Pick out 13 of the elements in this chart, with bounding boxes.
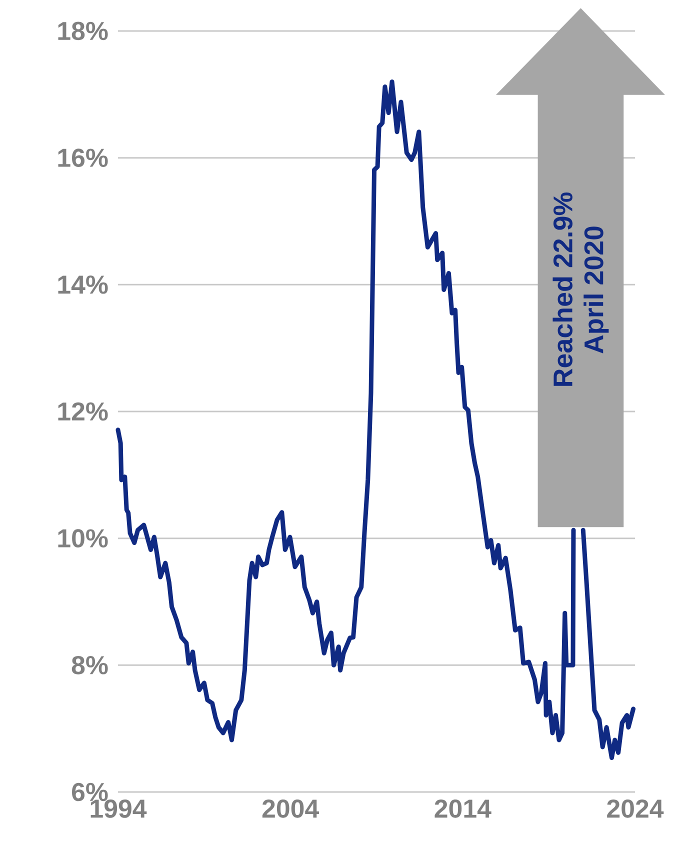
y-tick-label: 6%: [72, 782, 108, 802]
y-tick-label: 8%: [72, 656, 108, 674]
x-tick-label: 2014: [434, 800, 492, 818]
annotation: Reached 22.9%: [552, 192, 572, 386]
x-tick-label: 2024: [607, 800, 664, 818]
y-tick-label: 18%: [58, 22, 108, 40]
y-tick-label: 10%: [58, 529, 108, 548]
y-tick-label: 14%: [58, 276, 108, 294]
x-tick-label: 2004: [262, 800, 319, 818]
x-tick-label: 1994: [90, 800, 147, 818]
annotation: April 2020: [584, 226, 609, 354]
y-tick-label: 12%: [58, 402, 108, 421]
y-tick-label: 16%: [58, 148, 108, 167]
